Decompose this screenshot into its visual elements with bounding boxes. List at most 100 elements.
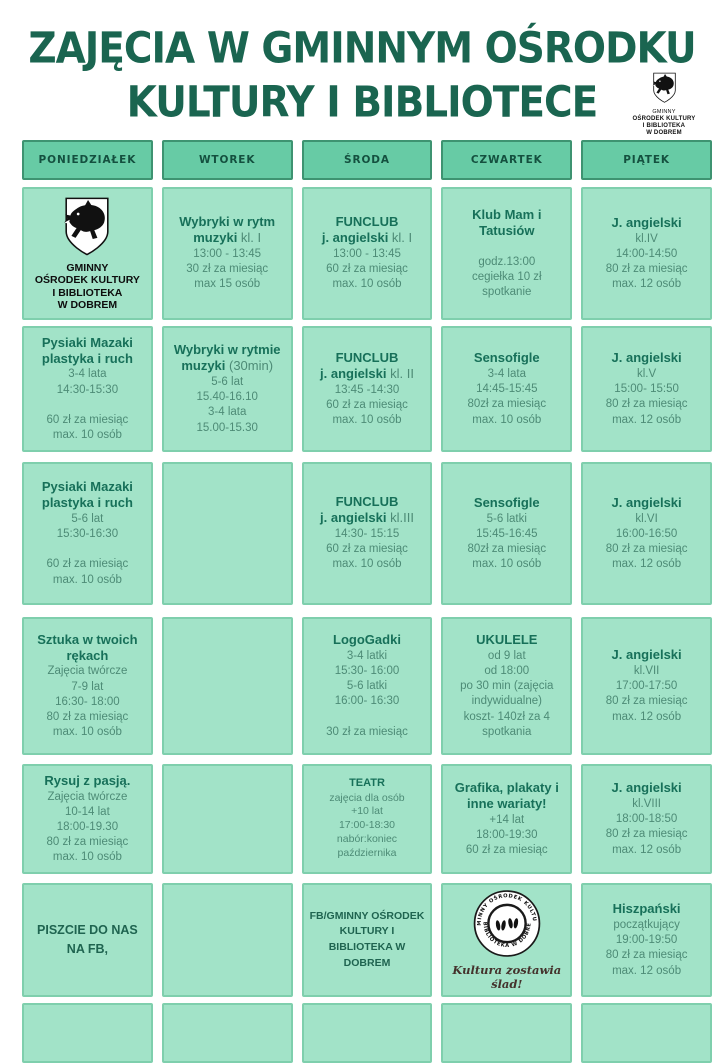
schedule-row: Pysiaki Mazaki plastyka i ruch 5-6 lat 15:… <box>22 462 712 605</box>
activity-line: 30 zł za miesiąc <box>326 725 408 738</box>
activity-line: indywidualne) <box>471 695 542 708</box>
org-logo: GMINNY OŚRODEK KULTURY I BIBLIOTEKA W DO… <box>618 72 710 137</box>
activity-title: UKULELE <box>476 632 538 648</box>
empty-cell <box>22 1003 153 1063</box>
activity-cell: FUNCLUB j. angielski kl.III 14:30- 15:15 6… <box>301 462 433 605</box>
note-cell: PISZCIE DO NAS NA FB, <box>22 883 153 997</box>
activity-cell: J. angielski kl.VIII 18:00-18:50 80 zł za m… <box>581 764 712 874</box>
empty-cell <box>161 462 293 605</box>
activity-cell: Hiszpański początkujący 19:00-19:50 80 zł z… <box>581 883 712 997</box>
activity-line: max. 12 osób <box>612 964 682 977</box>
activity-line: 3-4 lata <box>208 406 247 419</box>
activity-line: +14 lat <box>489 813 525 826</box>
org-logo-line: OŚRODEK KULTURY <box>34 274 140 286</box>
note-line: KULTURY I <box>339 925 395 938</box>
activity-cell: J. angielski kl.VII 17:00-17:50 80 zł za mi… <box>581 617 712 755</box>
activity-line: 80 zł za miesiąc <box>605 542 688 555</box>
page-title: ZAJĘCIA W GMINNYM OŚRODKU KULTURY I BIBL… <box>0 22 724 130</box>
activity-line: max. 10 osób <box>52 851 122 864</box>
activity-line: od 9 lat <box>487 649 526 662</box>
activity-line: 13:00 - 13:45 <box>193 248 262 261</box>
empty-cell <box>301 1003 433 1063</box>
activity-line: +10 lat <box>351 805 383 818</box>
activity-line: max. 12 osób <box>612 843 682 856</box>
activity-title: Hiszpański <box>612 901 681 917</box>
schedule-row <box>22 1003 712 1063</box>
activity-line: nabór:koniec <box>336 833 398 846</box>
activity-title: FUNCLUB j. angielski kl. I <box>321 214 413 246</box>
day-header-poniedzialek: PONIEDZIAŁEK <box>22 140 153 180</box>
org-logo-line: I BIBLIOTEKA <box>52 286 123 299</box>
activity-line: od 18:00 <box>484 665 530 678</box>
activity-line <box>86 398 89 413</box>
org-logo-line: GMINNY <box>66 261 109 274</box>
activity-line: 60 zł za miesiąc <box>326 398 408 411</box>
activity-line: 17:00-18:30 <box>338 819 396 832</box>
activity-line: 14:00-14:50 <box>615 247 678 260</box>
activity-cell: Klub Mam i Tatusiów godz.13:00 cegiełka 1… <box>441 187 573 320</box>
page-title-line2: KULTURY I BIBLIOTECE <box>126 78 599 128</box>
day-header-sroda: ŚRODA <box>301 140 433 180</box>
activity-line: 80 zł za miesiąc <box>605 262 688 275</box>
empty-cell <box>161 764 293 874</box>
activity-title: J. angielski <box>611 780 682 796</box>
activity-title-note: kl. I <box>240 230 262 246</box>
activity-line: 18:00-19.30 <box>56 820 119 833</box>
activity-line: 14:45-15:45 <box>476 383 538 396</box>
activity-line: kl.VII <box>633 665 660 678</box>
activity-title: Sztuka w twoich rękach <box>37 631 138 663</box>
activity-line: 15:30-16:30 <box>56 528 119 541</box>
activity-cell: FUNCLUB j. angielski kl. II 13:45 -14:30 6… <box>301 326 433 452</box>
activity-line: spotkanie <box>482 286 532 299</box>
activity-line: 16:00-16:50 <box>615 527 678 540</box>
activity-line: 80 zł za miesiąc <box>605 398 688 411</box>
org-logo-line: OŚRODEK KULTURY <box>632 116 696 122</box>
activity-line: zajęcia dla osób <box>329 791 405 804</box>
activity-cell: Grafika, plakaty i inne wariaty! +14 lat 1… <box>441 764 573 874</box>
empty-cell <box>441 1003 573 1063</box>
empty-cell <box>161 617 293 755</box>
activity-line: max. 10 osób <box>52 429 122 442</box>
activity-line: godz.13:00 <box>478 255 536 268</box>
activity-title: J. angielski <box>611 647 682 663</box>
activity-line: 14:30- 15:15 <box>334 528 400 541</box>
activity-line: max. 10 osób <box>332 278 402 291</box>
activity-line: max. 12 osób <box>612 710 682 723</box>
activity-line: 15.40-16.10 <box>196 391 258 404</box>
activity-line: 18:00-18:50 <box>615 813 678 826</box>
activity-line <box>365 710 368 725</box>
activity-cell: Sztuka w twoich rękach Zajęcia twórcze 7-9… <box>22 617 153 755</box>
activity-line: max. 12 osób <box>612 413 682 426</box>
activity-line: max. 10 osób <box>332 558 402 571</box>
activity-line: 30 zł za miesiąc <box>186 263 269 276</box>
day-header-czwartek: CZWARTEK <box>441 140 573 180</box>
boar-shield-icon <box>64 197 109 255</box>
org-logo-line: W DOBREM <box>646 130 682 136</box>
activity-line: 15:30- 16:00 <box>334 665 400 678</box>
activity-line: 17:00-17:50 <box>615 680 678 693</box>
boar-shield-icon <box>651 72 678 108</box>
activity-line: po 30 min (zajęcia <box>460 680 554 693</box>
activity-title: Pysiaki Mazaki plastyka i ruch <box>41 334 133 366</box>
activity-cell: FUNCLUB j. angielski kl. I 13:00 - 13:45 6… <box>301 187 433 320</box>
activity-line: 80 zł za miesiąc <box>46 836 129 849</box>
activity-title: LogoGadki <box>333 632 401 648</box>
activity-line: koszt- 140zł za 4 <box>463 710 550 723</box>
activity-line: 60 zł za miesiąc <box>326 543 408 556</box>
schedule-grid: PONIEDZIAŁEK WTOREK ŚRODA CZWARTEK PIĄTE… <box>0 140 724 1063</box>
activity-line: kl.V <box>637 368 657 381</box>
activity-line: 16:30- 18:00 <box>55 695 120 708</box>
activity-line <box>505 240 508 255</box>
note-line: PISZCIE DO NAS <box>37 922 138 937</box>
masthead: ZAJĘCIA W GMINNYM OŚRODKU KULTURY I BIBL… <box>0 0 724 140</box>
day-header-piatek: PIĄTEK <box>581 140 712 180</box>
activity-title: Sensofigle <box>473 494 540 510</box>
activity-title-note: kl. I <box>391 230 413 246</box>
schedule-row: Sztuka w twoich rękach Zajęcia twórcze 7-9… <box>22 617 712 755</box>
activity-line: max. 12 osób <box>612 278 682 291</box>
activity-line: 60 zł za miesiąc <box>46 413 129 426</box>
activity-cell: TEATR zajęcia dla osób +10 lat 17:00-18:30 n… <box>301 764 433 874</box>
activity-line: 60 zł za miesiąc <box>465 843 548 856</box>
